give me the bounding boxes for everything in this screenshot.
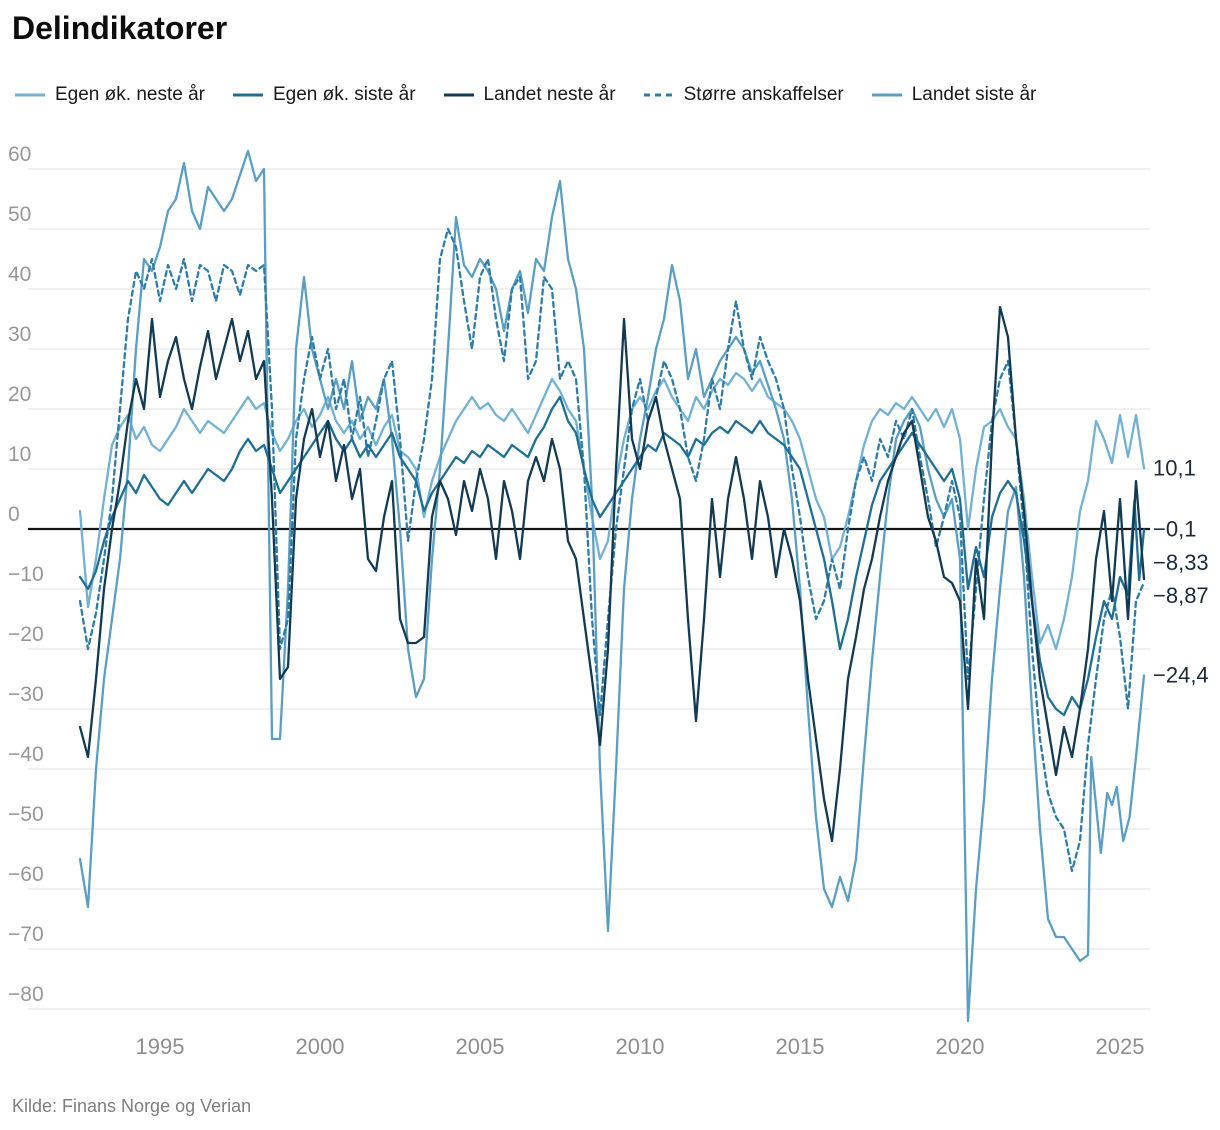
y-axis-tick-label: −30 [8,683,44,706]
line-swatch-icon [15,93,45,97]
source-caption: Kilde: Finans Norge og Verian [12,1096,252,1116]
y-axis-tick-label: 30 [8,323,31,346]
legend-label: Landet siste år [911,84,1037,105]
y-axis-tick-label: −50 [8,803,44,826]
y-axis-tick-label: 60 [8,143,31,166]
y-axis-tick-label: −80 [8,983,44,1006]
y-axis-tick-label: 10 [8,443,31,466]
x-axis-tick-label: 2000 [296,1034,345,1059]
line-swatch-icon [871,93,902,97]
end-value-label: −8,33 [1153,550,1209,575]
legend: Egen øk. neste år Egen øk. siste år Landet… [14,84,1209,106]
x-axis-tick-label: 2015 [776,1034,825,1059]
y-axis-tick-label: 20 [8,383,31,406]
series-line-5 [78,149,1146,1023]
end-value-label: 10,1 [1153,455,1196,480]
legend-item-5[interactable]: Landet siste år [871,84,1037,106]
dashed-line-swatch-icon [643,93,672,97]
legend-item-1[interactable]: Egen øk. neste år [14,84,205,106]
legend-item-4[interactable]: Større anskaffelser [643,84,844,106]
x-axis-tick-label: 2010 [616,1034,665,1059]
y-axis-tick-label: 40 [8,263,31,286]
legend-label: Større anskaffelser [683,84,844,105]
y-axis-tick-label: −40 [8,743,44,766]
end-value-label: −24,4 [1153,662,1209,687]
y-axis-tick-label: −10 [8,563,44,586]
y-axis-tick-label: 0 [8,503,20,526]
line-swatch-icon [443,93,474,97]
end-value-label: −8,87 [1153,583,1209,608]
line-swatch-icon [232,93,263,97]
legend-label: Egen øk. neste år [55,84,205,105]
y-axis-tick-label: −70 [8,923,44,946]
x-axis-tick-label: 1995 [136,1034,185,1059]
end-value-label: −0,1 [1153,517,1196,542]
y-axis-tick-label: 50 [8,203,31,226]
series-line-1 [78,371,1146,651]
series-line-3 [78,305,1146,843]
legend-label: Landet neste år [483,84,616,105]
legend-item-2[interactable]: Egen øk. siste år [232,84,416,106]
chart-title: Delindikatorer [12,10,228,46]
x-axis-tick-label: 2025 [1096,1034,1145,1059]
x-axis-tick-label: 2020 [936,1034,985,1059]
line-chart: 6050403020100−10−20−30−40−50−60−70−80199… [8,143,1209,1059]
x-axis-tick-label: 2005 [456,1034,505,1059]
legend-item-3[interactable]: Landet neste år [443,84,616,106]
legend-label: Egen øk. siste år [272,84,416,105]
y-axis-tick-label: −60 [8,863,44,886]
y-axis-tick-label: −20 [8,623,44,646]
